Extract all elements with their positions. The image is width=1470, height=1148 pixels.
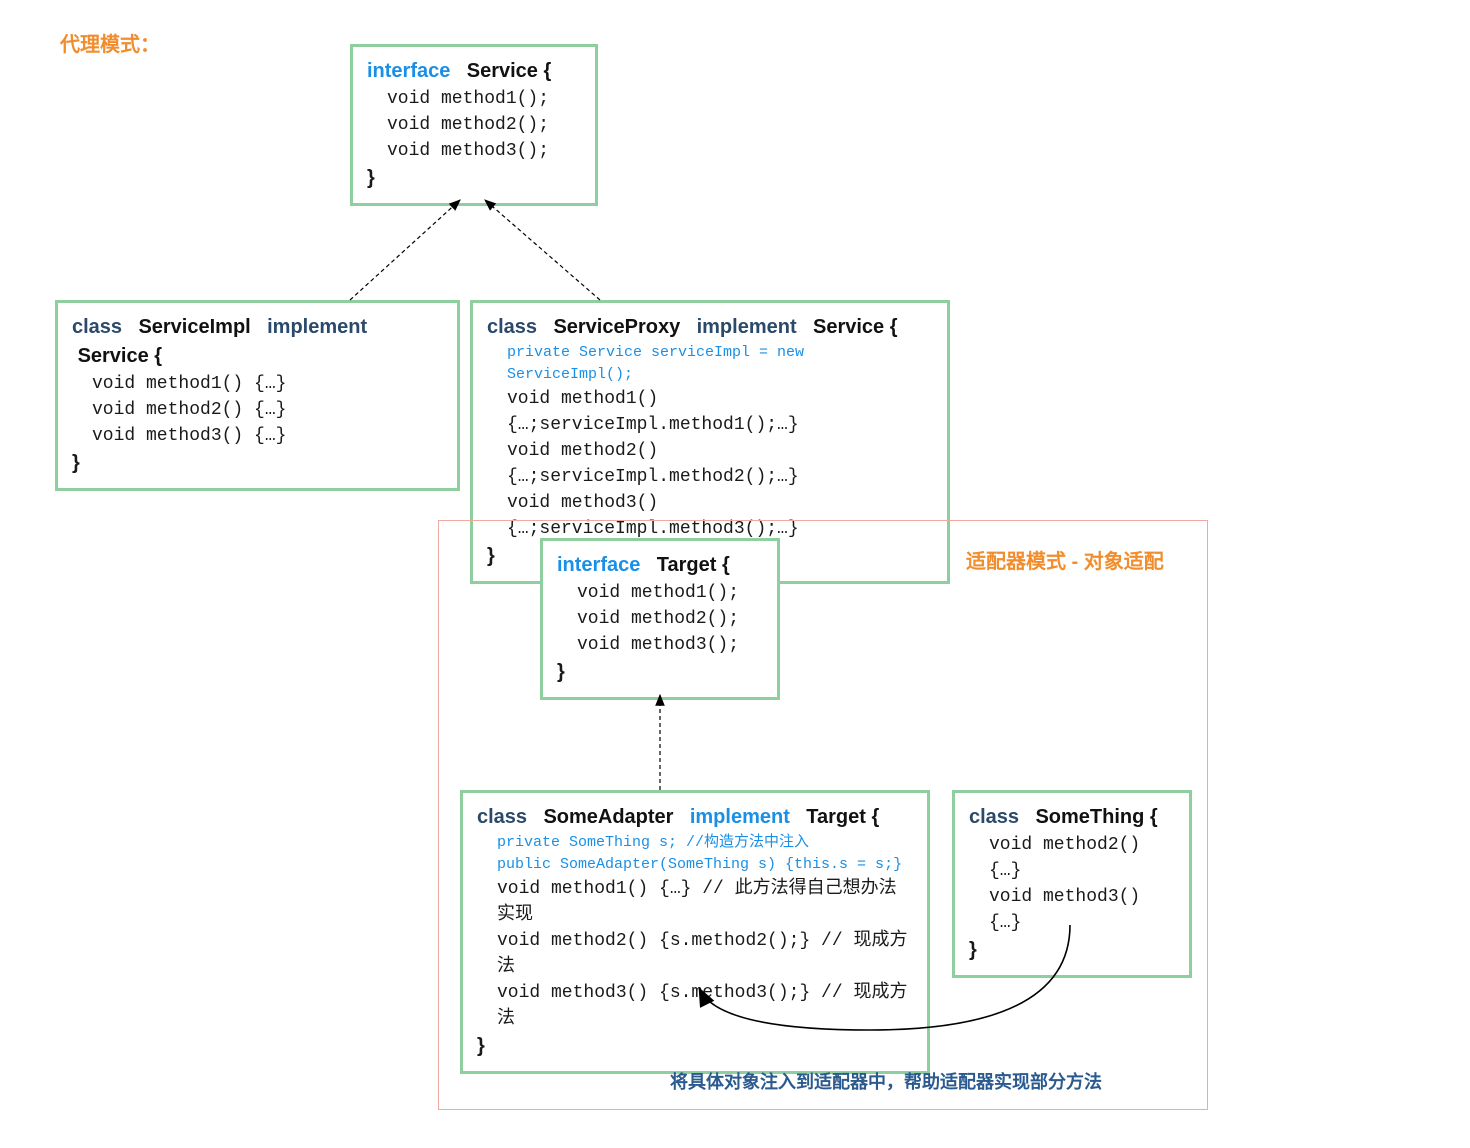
service-header: interface Service {	[367, 57, 581, 86]
code-line: void method3();	[367, 138, 581, 164]
code-line: void method3() {…}	[72, 423, 443, 449]
code-line-private: private SomeThing s; //构造方法中注入	[477, 832, 913, 854]
code-line: void method1();	[557, 580, 763, 606]
close-brace: }	[367, 164, 581, 193]
target-header: interface Target {	[557, 551, 763, 580]
code-line: void method3() {s.method3();} // 现成方法	[477, 980, 913, 1032]
code-line: void method3() {…}	[969, 884, 1175, 936]
code-line: void method3();	[557, 632, 763, 658]
close-brace: }	[557, 658, 763, 687]
code-line: void method2() {…}	[969, 832, 1175, 884]
code-line: void method2();	[557, 606, 763, 632]
adapter-note: 将具体对象注入到适配器中，帮助适配器实现部分方法	[670, 1068, 1102, 1094]
service-proxy-header: class ServiceProxy implement Service {	[487, 313, 933, 342]
proxy-pattern-title: 代理模式：	[60, 28, 160, 57]
code-line: void method2();	[367, 112, 581, 138]
code-line: void method2() {s.method2();} // 现成方法	[477, 928, 913, 980]
some-thing-header: class SomeThing {	[969, 803, 1175, 832]
close-brace: }	[969, 936, 1175, 965]
service-impl-box: class ServiceImpl implement Service { vo…	[55, 300, 460, 491]
code-line: void method1() {…;serviceImpl.method1();…	[487, 386, 933, 438]
adapter-pattern-title: 适配器模式 - 对象适配	[966, 545, 1164, 574]
code-line-constructor: public SomeAdapter(SomeThing s) {this.s …	[477, 854, 913, 876]
service-interface-box: interface Service { void method1(); void…	[350, 44, 598, 206]
code-line: void method1() {…}	[72, 371, 443, 397]
some-adapter-box: class SomeAdapter implement Target { pri…	[460, 790, 930, 1074]
code-line: void method2() {…;serviceImpl.method2();…	[487, 438, 933, 490]
close-brace: }	[477, 1032, 913, 1061]
target-interface-box: interface Target { void method1(); void …	[540, 538, 780, 700]
some-thing-box: class SomeThing { void method2() {…} voi…	[952, 790, 1192, 978]
code-line-private: private Service serviceImpl = new Servic…	[487, 342, 933, 386]
service-impl-header: class ServiceImpl implement Service {	[72, 313, 443, 371]
code-line: void method1() {…} // 此方法得自己想办法实现	[477, 876, 913, 928]
code-line: void method1();	[367, 86, 581, 112]
code-line: void method2() {…}	[72, 397, 443, 423]
some-adapter-header: class SomeAdapter implement Target {	[477, 803, 913, 832]
close-brace: }	[72, 449, 443, 478]
